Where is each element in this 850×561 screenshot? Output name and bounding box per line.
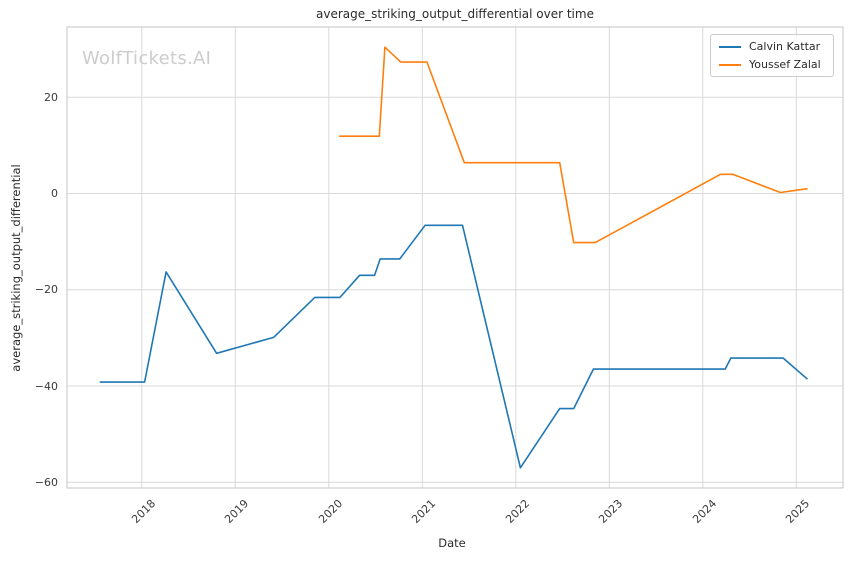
legend-line-swatch-blue [719,45,741,48]
series-line-calvin-kattar [99,224,809,469]
legend: Calvin Kattar Youssef Zalal [710,34,834,77]
y-tick-label: 20 [44,90,58,104]
legend-item-youssef-zalal: Youssef Zalal [719,58,825,71]
y-tick-label: 0 [51,187,58,200]
legend-label: Youssef Zalal [749,58,821,71]
x-axis-label: Date [438,536,466,550]
plot-border [66,26,844,489]
y-tick-label: −40 [34,379,58,393]
legend-label: Calvin Kattar [749,40,821,53]
chart-title: average_striking_output_differential ove… [316,7,594,21]
series-line-youssef-zalal [339,46,808,244]
legend-item-calvin-kattar: Calvin Kattar [719,40,825,53]
y-tick-label: −20 [34,283,58,297]
y-tick-label: −60 [34,475,58,489]
legend-line-swatch-orange [719,63,741,66]
watermark: WolfTickets.AI [82,48,212,69]
